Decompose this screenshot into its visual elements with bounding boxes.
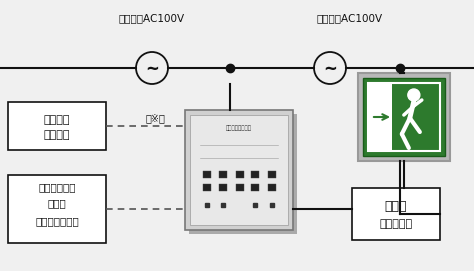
Text: （特注品）: （特注品） (380, 219, 412, 229)
Text: ~: ~ (323, 60, 337, 78)
Text: 中継盤: 中継盤 (385, 199, 407, 212)
Bar (358, 73, 450, 161)
Text: 専用電源AC100V: 専用電源AC100V (317, 13, 383, 23)
Text: （※）: （※） (145, 113, 165, 123)
Text: 誘導灯用信号装置: 誘導灯用信号装置 (226, 125, 252, 131)
Text: 報知設備: 報知設備 (44, 130, 70, 140)
Bar (219, 184, 227, 191)
Text: または: または (47, 198, 66, 208)
Bar (363, 78, 445, 156)
Bar (189, 114, 297, 234)
Bar (190, 115, 288, 225)
Text: 専用電源AC100V: 専用電源AC100V (119, 13, 185, 23)
Bar (203, 184, 211, 191)
Bar (185, 110, 293, 230)
Bar (268, 184, 276, 191)
Bar (8, 175, 106, 243)
Text: 施錠連動装置: 施錠連動装置 (38, 182, 76, 192)
Bar (368, 83, 440, 151)
Text: 照明連動リレー: 照明連動リレー (35, 216, 79, 226)
Text: 自動火災: 自動火災 (44, 115, 70, 125)
Bar (236, 171, 244, 178)
Bar (203, 171, 211, 178)
Text: ~: ~ (145, 60, 159, 78)
Bar (268, 171, 276, 178)
Bar (369, 84, 392, 150)
Circle shape (408, 89, 420, 101)
Bar (251, 171, 259, 178)
Bar (236, 184, 244, 191)
Bar (8, 102, 106, 150)
Bar (219, 171, 227, 178)
Bar (251, 184, 259, 191)
Bar (352, 188, 440, 240)
